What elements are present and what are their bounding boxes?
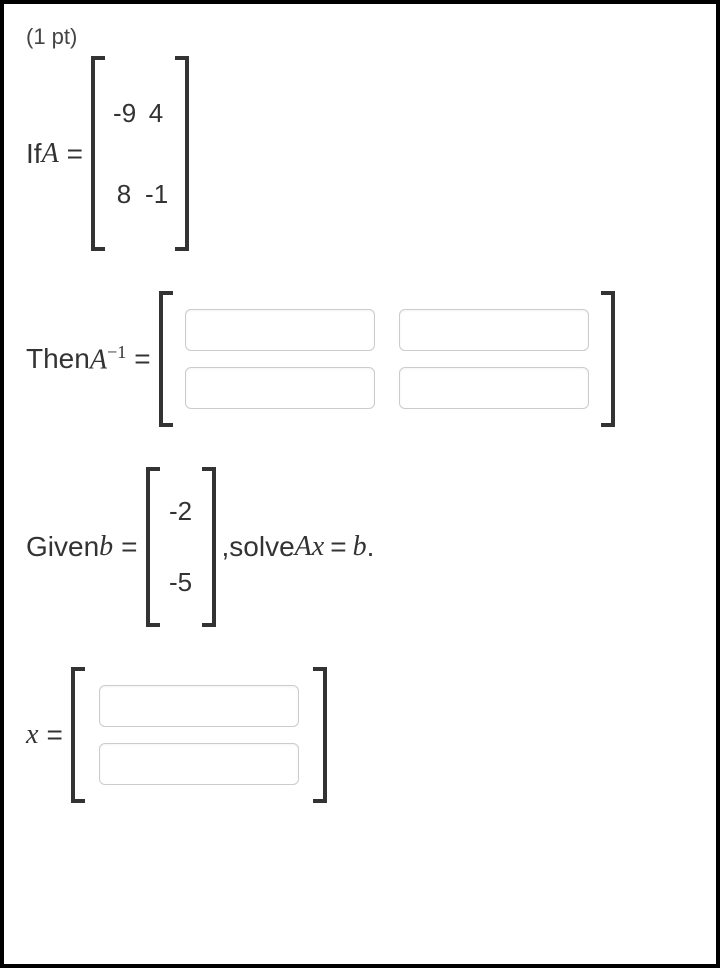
ainv-input-1-0[interactable] <box>185 367 375 409</box>
matrix-A-cell: 4 <box>145 98 167 129</box>
x-input-0[interactable] <box>99 685 299 727</box>
var-A: A <box>42 138 59 170</box>
matrix-A-cell: -9 <box>113 98 135 129</box>
matrix-b: -2 -5 <box>146 467 216 627</box>
bracket-left-icon <box>159 291 173 427</box>
equals-sign: = <box>330 531 346 563</box>
var-b: b <box>99 531 113 563</box>
expr-b: b <box>353 531 367 563</box>
superscript-neg1: −1 <box>107 342 126 362</box>
matrix-b-cell: -2 <box>169 496 192 527</box>
problem-container: (1 pt) If A = -9 4 8 -1 Then A−1 = <box>0 0 720 968</box>
equals-sign: = <box>134 343 150 375</box>
text-then: Then <box>26 343 90 375</box>
matrix-A-inverse-input <box>159 291 615 427</box>
text-period: . <box>367 531 375 563</box>
ainv-input-1-1[interactable] <box>399 367 589 409</box>
text-solve: solve <box>229 531 294 563</box>
bracket-right-icon <box>313 667 327 803</box>
line-given-b: Given b = -2 -5 , solve Ax = b. <box>26 467 694 627</box>
bracket-right-icon <box>202 467 216 627</box>
text-given: Given <box>26 531 99 563</box>
bracket-left-icon <box>146 467 160 627</box>
matrix-A-cell: 8 <box>113 179 135 210</box>
line-A-inverse: Then A−1 = <box>26 291 694 427</box>
expr-x: x <box>312 531 324 563</box>
bracket-left-icon <box>91 56 105 251</box>
text-if: If <box>26 138 42 170</box>
ainv-input-0-1[interactable] <box>399 309 589 351</box>
x-input-1[interactable] <box>99 743 299 785</box>
bracket-left-icon <box>71 667 85 803</box>
matrix-A-cell: -1 <box>145 179 167 210</box>
matrix-x-input <box>71 667 327 803</box>
text-comma: , <box>222 531 230 563</box>
matrix-b-cell: -5 <box>169 567 192 598</box>
points-label: (1 pt) <box>26 24 694 50</box>
bracket-right-icon <box>601 291 615 427</box>
bracket-right-icon <box>175 56 189 251</box>
var-x: x <box>26 719 38 751</box>
equals-sign: = <box>67 138 83 170</box>
equals-sign: = <box>121 531 137 563</box>
matrix-A: -9 4 8 -1 <box>91 56 189 251</box>
line-x-equals: x = <box>26 667 694 803</box>
line-define-A: If A = -9 4 8 -1 <box>26 56 694 251</box>
equals-sign: = <box>46 719 62 751</box>
ainv-input-0-0[interactable] <box>185 309 375 351</box>
var-A-inv: A−1 <box>90 342 126 376</box>
expr-A: A <box>295 531 312 563</box>
